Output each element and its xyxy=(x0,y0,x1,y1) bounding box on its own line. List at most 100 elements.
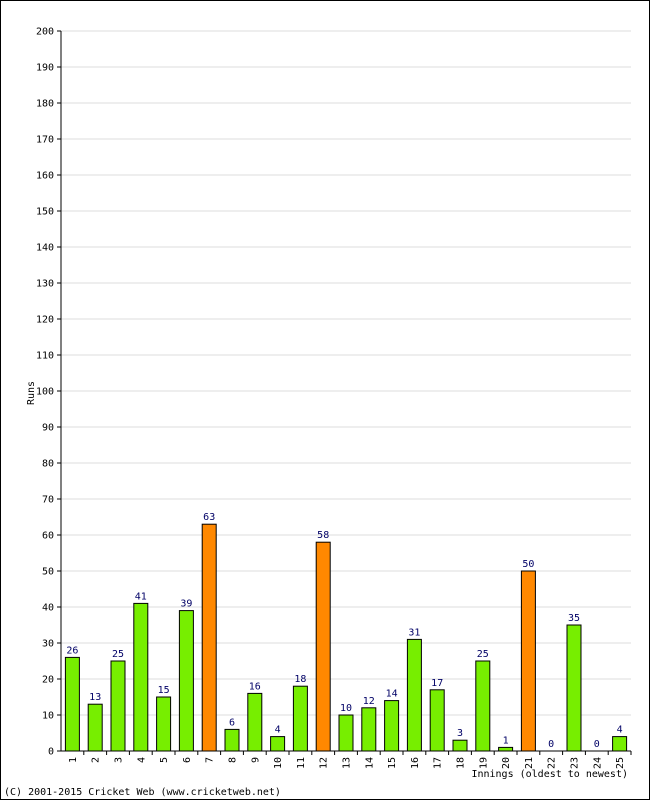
x-tick-label: 10 xyxy=(273,757,284,769)
y-tick-label: 30 xyxy=(42,639,54,650)
x-tick-label: 11 xyxy=(296,757,307,769)
x-tick-label: 22 xyxy=(547,757,558,769)
bar xyxy=(178,610,194,752)
bar xyxy=(156,696,172,752)
gridlines xyxy=(61,30,631,716)
data-label: 0 xyxy=(594,739,600,750)
y-tick-label: 0 xyxy=(48,747,54,758)
x-tick-label: 4 xyxy=(136,757,147,763)
x-tick-label: 15 xyxy=(387,757,398,769)
y-tick-label: 120 xyxy=(36,315,54,326)
y-tick-label: 190 xyxy=(36,63,54,74)
x-tick-label: 20 xyxy=(501,757,512,769)
data-label: 13 xyxy=(89,692,101,703)
y-tick-label: 130 xyxy=(36,279,54,290)
y-tick-label: 80 xyxy=(42,459,54,470)
bar xyxy=(270,736,286,752)
data-label: 15 xyxy=(158,685,170,696)
data-label: 17 xyxy=(431,678,443,689)
data-label: 10 xyxy=(340,703,352,714)
bar xyxy=(224,728,240,752)
x-tick-label: 8 xyxy=(228,757,239,763)
data-label: 39 xyxy=(180,599,192,610)
x-tick-label: 1 xyxy=(68,757,79,763)
data-label: 63 xyxy=(203,512,215,523)
data-labels: 26 13 25 41 15 39 63 6 16 4 18 58 10 12 14 31 17 3 25 1 50 0 3… xyxy=(66,512,622,750)
data-label: 16 xyxy=(249,681,261,692)
bar xyxy=(612,736,628,752)
x-tick-label: 17 xyxy=(433,757,444,769)
bar xyxy=(110,660,126,752)
x-tick-label: 2 xyxy=(91,757,102,763)
x-tick-label: 24 xyxy=(592,757,603,769)
y-tick-label: 200 xyxy=(36,27,54,38)
data-label: 50 xyxy=(522,559,534,570)
bar xyxy=(64,656,80,752)
data-label: 12 xyxy=(363,696,375,707)
y-tick-label: 10 xyxy=(42,711,54,722)
bar xyxy=(292,685,308,752)
bar xyxy=(498,746,514,752)
bars xyxy=(64,523,628,752)
y-tick-label: 180 xyxy=(36,99,54,110)
x-tick-label: 13 xyxy=(342,757,353,769)
x-tick-label: 21 xyxy=(524,757,535,769)
y-tick-label: 160 xyxy=(36,171,54,182)
x-axis-title: Innings (oldest to newest) xyxy=(471,769,628,780)
bar xyxy=(429,689,445,752)
y-tick-label: 90 xyxy=(42,423,54,434)
y-tick-label: 100 xyxy=(36,387,54,398)
data-label: 1 xyxy=(503,735,509,746)
bar xyxy=(315,541,331,752)
x-tick-label: 25 xyxy=(615,757,626,769)
axes: 0102030405060708090100110120130140150160… xyxy=(36,27,632,769)
data-label: 31 xyxy=(408,627,420,638)
y-tick-label: 150 xyxy=(36,207,54,218)
x-tick-label: 9 xyxy=(250,757,261,763)
y-tick-label: 70 xyxy=(42,495,54,506)
bar xyxy=(133,602,149,752)
data-label: 58 xyxy=(317,530,329,541)
x-tick-label: 23 xyxy=(570,757,581,769)
data-label: 18 xyxy=(294,674,306,685)
y-tick-label: 170 xyxy=(36,135,54,146)
data-label: 4 xyxy=(275,725,281,736)
data-label: 3 xyxy=(457,728,463,739)
x-tick-label: 5 xyxy=(159,757,170,763)
x-tick-label: 14 xyxy=(364,757,375,769)
data-label: 25 xyxy=(112,649,124,660)
bar xyxy=(452,739,468,752)
data-label: 14 xyxy=(386,689,398,700)
data-label: 4 xyxy=(617,725,623,736)
copyright-text: (C) 2001-2015 Cricket Web (www.cricketwe… xyxy=(4,787,281,798)
data-label: 35 xyxy=(568,613,580,624)
data-label: 0 xyxy=(548,739,554,750)
x-tick-label: 7 xyxy=(205,757,216,763)
data-label: 26 xyxy=(66,645,78,656)
x-tick-label: 12 xyxy=(319,757,330,769)
x-tick-label: 19 xyxy=(478,757,489,769)
bar xyxy=(520,570,536,752)
y-tick-label: 60 xyxy=(42,531,54,542)
data-label: 6 xyxy=(229,717,235,728)
bar xyxy=(247,692,263,752)
x-tick-label: 16 xyxy=(410,757,421,769)
bar xyxy=(384,700,400,752)
bar xyxy=(475,660,491,752)
data-label: 25 xyxy=(477,649,489,660)
y-tick-label: 50 xyxy=(42,567,54,578)
y-tick-label: 110 xyxy=(36,351,54,362)
x-tick-label: 18 xyxy=(456,757,467,769)
bar xyxy=(361,707,377,752)
bar xyxy=(566,624,582,752)
bar xyxy=(87,703,103,752)
bar xyxy=(406,638,422,752)
x-tick-label: 6 xyxy=(182,757,193,763)
y-tick-label: 40 xyxy=(42,603,54,614)
y-tick-label: 20 xyxy=(42,675,54,686)
data-label: 41 xyxy=(135,591,147,602)
y-tick-label: 140 xyxy=(36,243,54,254)
bar xyxy=(201,523,217,752)
